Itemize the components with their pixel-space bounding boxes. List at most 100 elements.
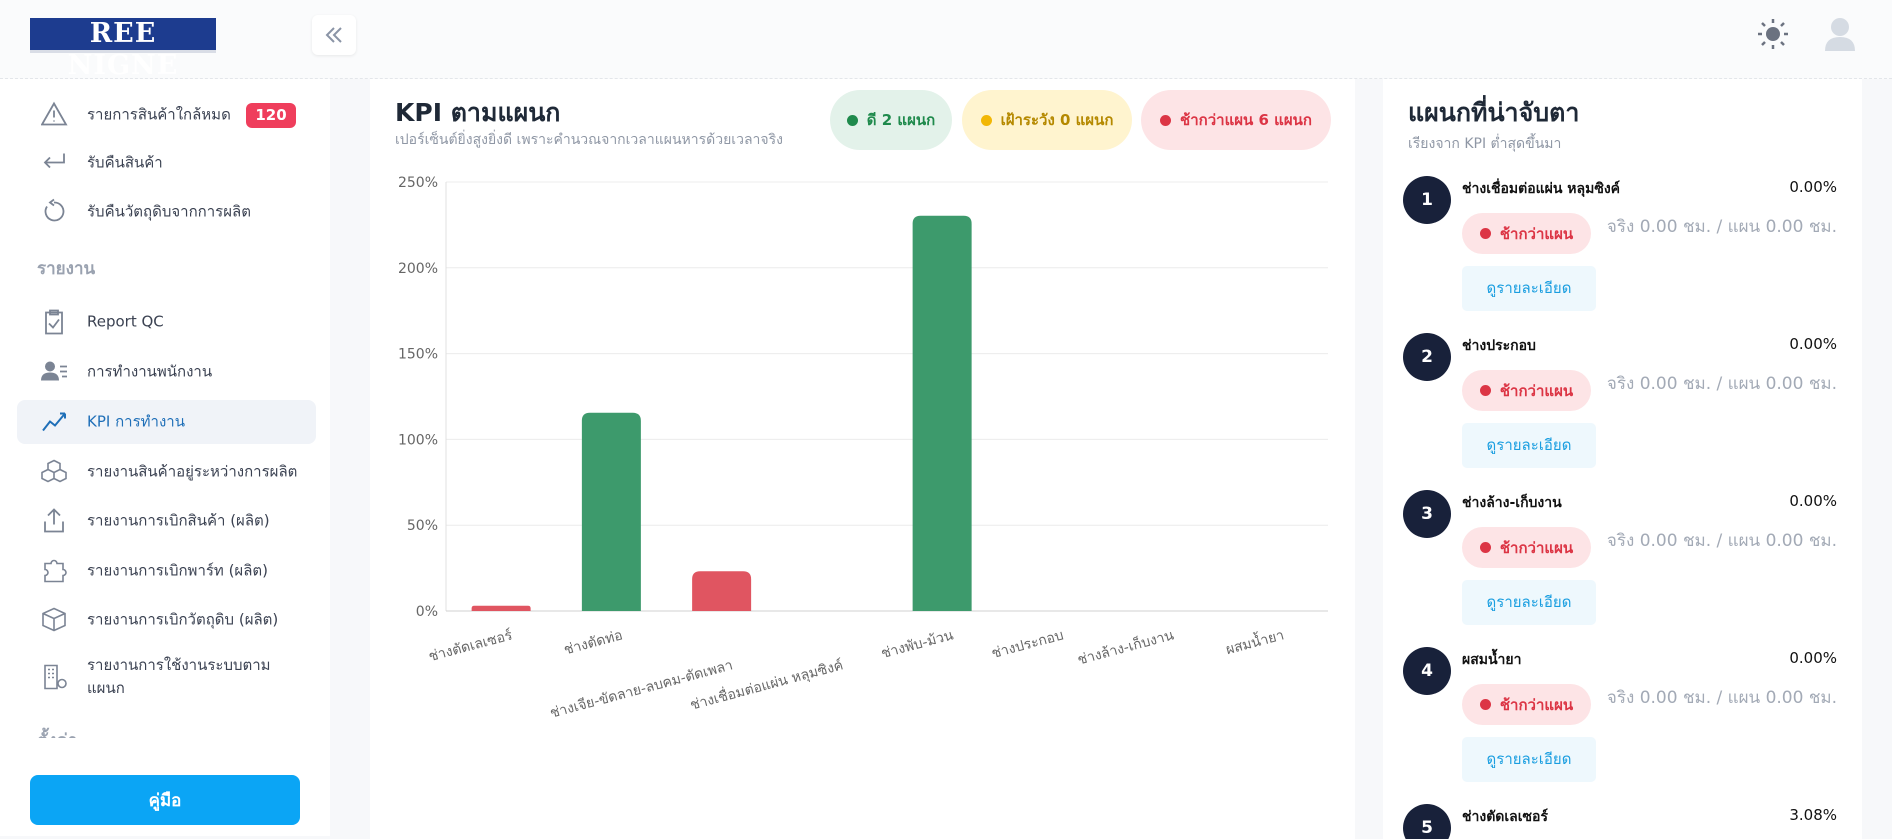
nav-label: รายการสินค้าใกล้หมด [87,105,231,124]
dept-name: ช่างตัดเลเซอร์ [1462,809,1548,825]
nav-icon [44,198,65,222]
y-tick-label: 0% [416,604,438,620]
manual-button[interactable]: คู่มือ [30,775,300,825]
collapse-button[interactable] [312,15,356,55]
status-dot [846,114,858,126]
status-pill: ช้ากว่าแผน [1462,213,1591,254]
nav-item[interactable]: รายงานการเบิกพาร์ท (ผลิต) [17,549,316,593]
nav-icon [41,361,67,381]
rank-badge: 1 [1403,176,1451,224]
nav-item[interactable]: รายงานการเบิกสินค้า (ผลิต) [17,499,316,543]
bar [692,571,752,611]
status-dot [1160,114,1172,126]
nav-item[interactable]: รายงานการเบิกวัตถุดิบ (ผลิต) [17,598,316,642]
status-label: ช้ากว่าแผน [1499,538,1574,557]
status-label: ช้ากว่าแผน [1499,695,1574,714]
nav-label: รายงานการเบิกวัตถุดิบ (ผลิต) [87,610,279,629]
status-label: ดี 2 แผนก [866,111,936,129]
x-tick-label: ช่างพับ-ม้วน [880,627,956,662]
user-avatar[interactable] [1823,16,1857,52]
chart-subtitle: เปอร์เซ็นต์ยิ่งสูงยิ่งดี เพราะคำนวณจากเว… [395,132,783,148]
y-tick-label: 250% [398,175,438,191]
nav-item[interactable]: รายการสินค้าใกล้หมด 120 [17,93,316,137]
nav-label: KPI การทำงาน [87,412,185,431]
nav-item[interactable]: รับคืนวัตถุดิบจากการผลิต [17,190,316,234]
nav-item[interactable]: รับคืนสินค้า [17,141,316,185]
sidebar: รายการสินค้าใกล้หมด 120 รับคืนสินค้ารับคืน… [0,79,330,836]
detail-button[interactable]: ดูรายละเอียด [1462,423,1596,468]
nav-item[interactable]: รายงานการใช้งานระบบตามแผนก [17,655,316,699]
status-pill: ช้ากว่าแผน 6 แผนก [1141,90,1331,150]
dept-percent: 0.00% [1789,649,1837,667]
bar [912,215,972,611]
nav-list: รายการสินค้าใกล้หมด 120 รับคืนสินค้ารับคืน… [0,79,330,738]
status-label: ช้ากว่าแผน [1499,381,1574,400]
x-tick-label: ผสมน้ำยา [1224,625,1286,659]
chart: 0% 50% 100% 150% 200% 250% ช่างตัดเลเซอร์ ช่างต… [398,175,1328,722]
y-tick-label: 200% [398,261,438,277]
section-label: ตั้งค่า [37,727,77,738]
detail-button[interactable]: ดูรายละเอียด [1462,580,1596,625]
y-tick-label: 50% [407,518,438,534]
rank-badge: 4 [1403,647,1451,695]
nav-item[interactable]: การทำงานพนักงาน [17,350,316,394]
dept-percent: 3.08% [1789,806,1837,824]
header: REE NIGNE [0,0,1892,81]
x-tick-label: ช่างเจีย-ขัดลาย-ลบคม-ตัดเพลา [548,657,734,721]
detail-button[interactable]: ดูรายละเอียด [1462,737,1596,782]
nav-item[interactable]: รายงานสินค้าอยู่ระหว่างการผลิต [17,450,316,494]
nav-label: รายงานสินค้าอยู่ระหว่างการผลิต [87,462,298,481]
nav-label: รายงานการเบิกสินค้า (ผลิต) [87,511,270,530]
bar [581,412,641,611]
status-label: ช้ากว่าแผน 6 แผนก [1180,111,1312,129]
logo: REE NIGNE [30,18,216,81]
nav-icon [45,309,63,335]
dept-detail: จริง 0.00 ชม. / แผน 0.00 ชม. [1606,531,1837,551]
dept-percent: 0.00% [1789,492,1837,510]
x-tick-label: ช่างประกอบ [990,627,1066,662]
status-dot [1479,228,1491,239]
nav-label: รายงานการเบิกพาร์ท (ผลิต) [87,561,269,580]
nav-icon [44,508,64,533]
dept-percent: 0.00% [1789,335,1837,353]
x-tick-label: ช่างตัดท่อ [562,627,624,658]
status-label: ช้ากว่าแผน [1499,224,1574,243]
nav-icon [41,459,67,483]
chart-title: KPI ตามแผนก [395,98,561,127]
detail-button[interactable]: ดูรายละเอียด [1462,266,1596,311]
nav-icon [42,412,66,432]
status-dot [1479,699,1491,710]
nav-icon [42,607,66,632]
y-tick-label: 100% [398,432,438,448]
nav-label: รับคืนวัตถุดิบจากการผลิต [87,202,251,221]
dept-name: ผสมน้ำยา [1462,652,1522,668]
dept-detail: จริง 0.00 ชม. / แผน 0.00 ชม. [1606,688,1837,708]
status-label: เฝ้าระวัง 0 แผนก [1000,111,1114,129]
status-pill: เฝ้าระวัง 0 แผนก [962,90,1132,150]
badge: 120 [246,103,296,128]
theme-toggle[interactable] [1757,18,1789,50]
status-dot [980,114,992,126]
nav-icon [41,101,68,126]
nav-label: Report QC [87,312,164,331]
status-pill: ช้ากว่าแผน [1462,527,1591,568]
dept-detail: จริง 0.00 ชม. / แผน 0.00 ชม. [1606,374,1837,394]
status-dot [1479,385,1491,396]
watchlist-subtitle: เรียงจาก KPI ต่ำสุดขึ้นมา [1408,136,1562,152]
dept-detail: จริง 0.00 ชม. / แผน 0.00 ชม. [1606,217,1837,237]
bar [471,605,531,611]
nav-item[interactable]: KPI การทำงาน [17,400,316,444]
watchlist-title: แผนกที่น่าจับตา [1408,98,1580,127]
status-pill: ดี 2 แผนก [830,90,952,150]
dept-name: ช่างเชื่อมต่อแผ่น หลุมซิงค์ [1462,181,1621,197]
watchlist: แผนกที่น่าจับตา เรียงจาก KPI ต่ำสุดขึ้นม… [1383,79,1862,839]
status-pill: ช้ากว่าแผน [1462,370,1591,411]
status-pill: ช้ากว่าแผน [1462,684,1591,725]
rank-badge: 2 [1403,333,1451,381]
nav-icon [44,559,67,583]
nav-item[interactable]: Report QC [17,300,316,344]
x-tick-label: ช่างล้าง-เก็บงาน [1075,625,1176,668]
nav-label: รายงานการใช้งานระบบตามแผนก [87,656,271,697]
nav-icon [43,153,65,169]
dept-name: ช่างประกอบ [1462,338,1536,354]
